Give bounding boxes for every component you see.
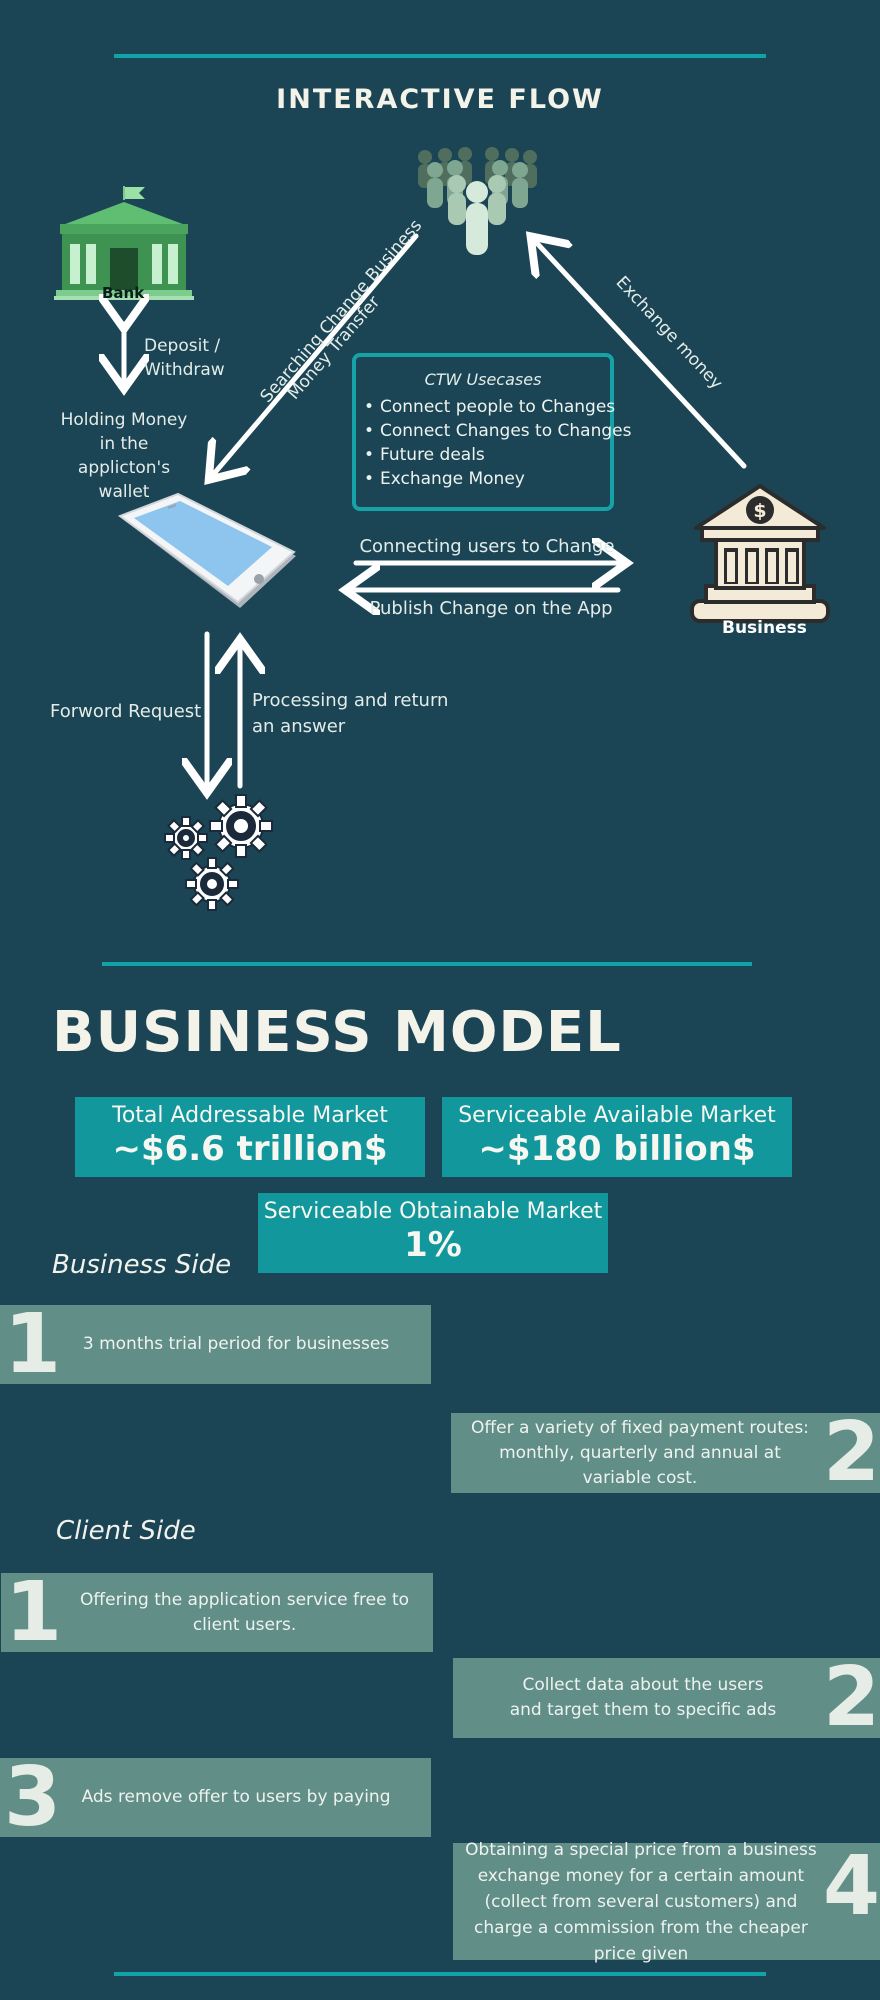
flow-title: INTERACTIVE FLOW: [276, 84, 604, 115]
phone-icon: [117, 492, 296, 608]
business-item-2-text: Offer a variety of fixed payment routes:…: [471, 1417, 809, 1488]
usecase-item: Exchange Money: [364, 467, 631, 491]
client-item-3-num: 3: [4, 1749, 62, 1845]
client-item-3: 3 Ads remove offer to users by paying: [0, 1749, 431, 1845]
client-item-2-text: Collect data about the users and target …: [509, 1675, 777, 1720]
exchange-arrow: [534, 240, 747, 469]
tam-value: ~$6.6 trillion$: [112, 1129, 388, 1169]
people-group-icon: [418, 147, 537, 255]
holding-label-text: Holding Money in the applicton's wallet: [60, 410, 188, 502]
processing-label: Processing and return an answer: [252, 688, 448, 740]
client-item-2-num: 2: [822, 1650, 880, 1745]
som-box: Serviceable Obtainable Market 1%: [258, 1193, 608, 1273]
forward-label: Forword Request: [50, 701, 202, 722]
client-item-4-num: 4: [822, 1838, 880, 1934]
tam-box: Total Addressable Market ~$6.6 trillion$: [75, 1097, 425, 1177]
som-value: 1%: [404, 1225, 462, 1265]
business-model-title: BUSINESS MODEL: [52, 1000, 622, 1065]
bottom-divider: [114, 1972, 766, 1976]
som-label: Serviceable Obtainable Market: [263, 1199, 603, 1224]
business-item-2-num: 2: [822, 1405, 880, 1500]
processing-label-text: Processing and return an answer: [252, 690, 449, 737]
client-item-2: Collect data about the users and target …: [453, 1650, 880, 1745]
holding-label: Holding Money in the applicton's wallet: [54, 408, 194, 504]
flow-diagram: $: [54, 147, 830, 911]
svg-text:$: $: [753, 500, 766, 522]
usecases-title: CTW Usecases: [424, 370, 542, 389]
business-item-2: Offer a variety of fixed payment routes:…: [451, 1405, 880, 1500]
bank-icon: [54, 186, 194, 300]
client-side-heading: Client Side: [56, 1516, 196, 1546]
usecase-item: Connect Changes to Changes: [364, 419, 631, 443]
sam-label: Serviceable Available Market: [458, 1103, 776, 1128]
middle-divider: [102, 962, 752, 966]
business-item-1-text: 3 months trial period for businesses: [82, 1334, 390, 1354]
client-item-3-text: Ads remove offer to users by paying: [81, 1787, 391, 1807]
tam-label: Total Addressable Market: [112, 1103, 388, 1128]
usecase-item: Future deals: [364, 443, 631, 467]
client-item-4: Obtaining a special price from a busines…: [453, 1838, 880, 1964]
top-divider: [114, 54, 766, 58]
business-item-1-num: 1: [4, 1296, 62, 1392]
business-icon: $: [690, 484, 830, 623]
usecases-list: Connect people to Changes Connect Change…: [364, 395, 631, 491]
search-arrow: [212, 233, 419, 476]
deposit-label-text: Deposit / Withdraw: [144, 336, 225, 380]
gears-icon: [164, 794, 273, 911]
client-item-1: 1 Offering the application service free …: [1, 1564, 433, 1660]
business-item-1: 1 3 months trial period for businesses: [0, 1296, 431, 1392]
client-item-1-num: 1: [5, 1564, 63, 1660]
business-label: Business: [722, 618, 807, 638]
sam-box: Serviceable Available Market ~$180 billi…: [442, 1097, 792, 1177]
client-item-1-text: Offering the application service free to…: [80, 1589, 410, 1635]
deposit-label: Deposit / Withdraw: [144, 334, 225, 382]
publish-label: Publish Change on the App: [369, 598, 613, 619]
usecase-item: Connect people to Changes: [364, 395, 631, 419]
connecting-label: Connecting users to Change: [359, 536, 615, 557]
bank-label: Bank: [102, 284, 145, 302]
sam-value: ~$180 billion$: [478, 1129, 756, 1169]
business-side-heading: Business Side: [52, 1250, 232, 1280]
client-item-4-text: Obtaining a special price from a busines…: [465, 1839, 817, 1964]
